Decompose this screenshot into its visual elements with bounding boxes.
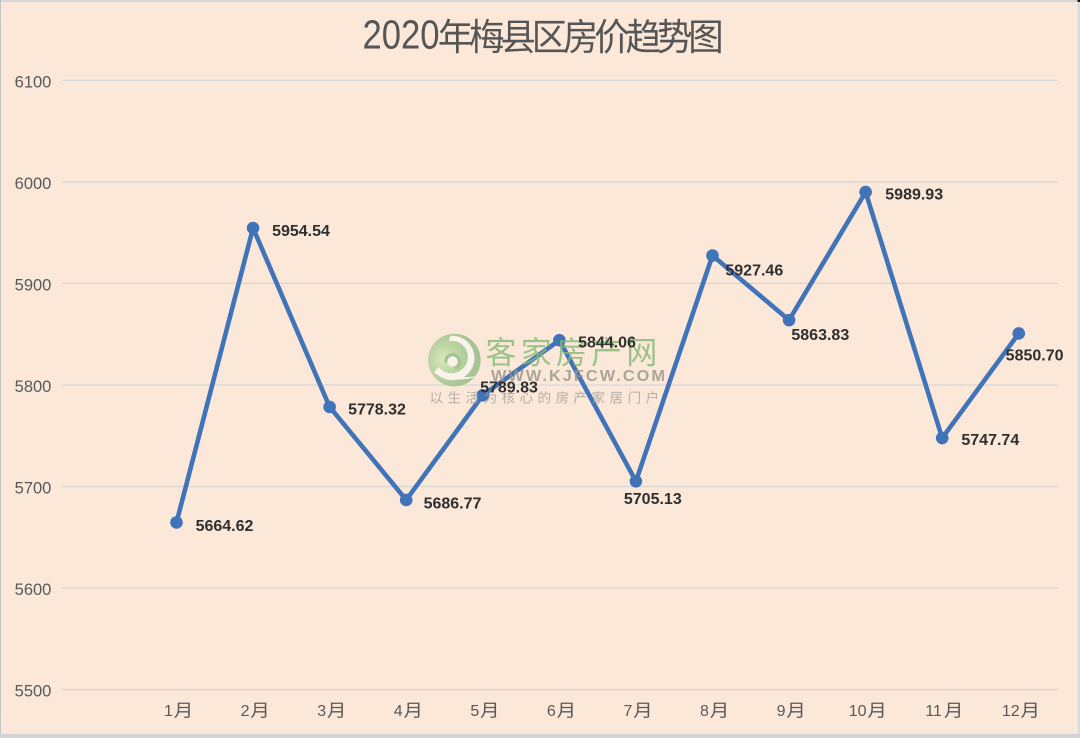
- svg-text:4: 4: [394, 703, 403, 720]
- svg-text:5954.54: 5954.54: [272, 223, 330, 240]
- svg-text:5863.83: 5863.83: [791, 327, 849, 344]
- svg-text:5850.70: 5850.70: [1006, 347, 1064, 364]
- svg-text:2: 2: [241, 703, 250, 720]
- svg-text:5789.83: 5789.83: [480, 379, 538, 396]
- svg-text:10: 10: [849, 703, 867, 720]
- svg-text:5778.32: 5778.32: [348, 401, 406, 418]
- svg-text:5705.13: 5705.13: [624, 491, 682, 508]
- svg-text:9: 9: [777, 703, 786, 720]
- svg-text:5747.74: 5747.74: [961, 432, 1019, 449]
- svg-text:3: 3: [317, 703, 326, 720]
- svg-text:1: 1: [164, 703, 173, 720]
- svg-text:7: 7: [623, 703, 632, 720]
- svg-text:5989.93: 5989.93: [885, 186, 943, 203]
- svg-text:5700: 5700: [15, 480, 52, 498]
- svg-text:5500: 5500: [15, 683, 52, 701]
- svg-text:2020: 2020: [363, 12, 440, 58]
- svg-text:6: 6: [547, 703, 556, 720]
- svg-text:5900: 5900: [15, 277, 52, 295]
- svg-text:12: 12: [1002, 703, 1020, 720]
- svg-text:6100: 6100: [15, 73, 52, 91]
- svg-text:5844.06: 5844.06: [578, 334, 636, 351]
- svg-text:5: 5: [470, 703, 479, 720]
- svg-text:WWW.KJFCW.COM: WWW.KJFCW.COM: [491, 368, 667, 385]
- svg-text:6000: 6000: [15, 175, 52, 193]
- svg-text:5686.77: 5686.77: [424, 495, 482, 512]
- svg-text:8: 8: [700, 703, 709, 720]
- svg-text:5800: 5800: [15, 378, 52, 396]
- svg-text:5664.62: 5664.62: [196, 518, 254, 535]
- svg-text:5927.46: 5927.46: [725, 262, 783, 279]
- svg-text:5600: 5600: [15, 581, 52, 599]
- svg-text:11: 11: [925, 703, 942, 720]
